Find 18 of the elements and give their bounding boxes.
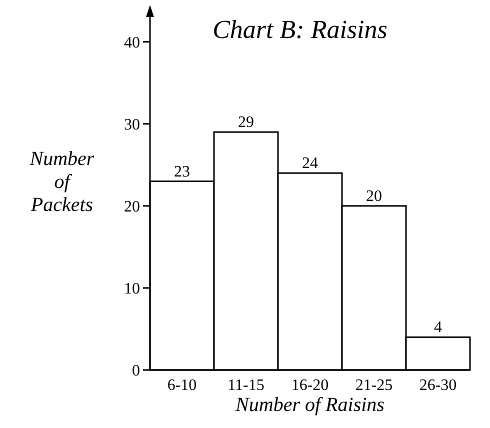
x-tick-label: 26-30 [419,377,457,394]
data-label: 29 [238,114,254,132]
y-axis-title: Number of Packets [28,148,94,216]
y-tick-label: 10 [124,280,140,298]
x-tick-label: 11-15 [228,377,264,394]
data-label: 20 [366,188,382,205]
data-label: 24 [302,155,318,172]
data-label: 4 [434,319,442,336]
y-tick-label: 20 [124,198,140,216]
data-label: 23 [174,163,190,180]
x-tick-label: 21-25 [355,377,393,394]
x-tick-label: 6-10 [167,377,197,394]
x-axis-title: Number of Raisins [234,394,385,416]
y-tick-label: 30 [124,116,140,134]
y-tick-label: 0 [132,362,140,380]
chart-title: Chart B: Raisins [212,15,388,44]
y-tick-label: 40 [124,34,140,52]
x-tick-label: 16-20 [291,377,329,394]
